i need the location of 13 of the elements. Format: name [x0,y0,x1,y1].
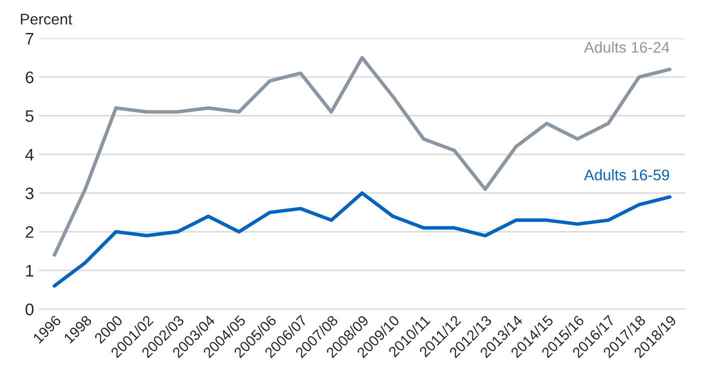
series-label: Adults 16-59 [584,169,670,180]
y-tick-label: 7 [26,32,34,44]
line-series [52,191,672,288]
y-tick-label: 6 [26,71,34,84]
y-tick-label: 0 [26,304,34,316]
y-tick-label: 1 [26,265,34,276]
y-tick-label: 5 [26,110,34,122]
y-tick-label: 2 [26,226,34,238]
series-label: Adults 16-24 [584,42,670,53]
y-tick-label: 4 [25,148,34,160]
line-series [52,56,672,257]
y-tick-label: 3 [26,188,34,200]
y-axis-title: Percent [20,14,72,25]
